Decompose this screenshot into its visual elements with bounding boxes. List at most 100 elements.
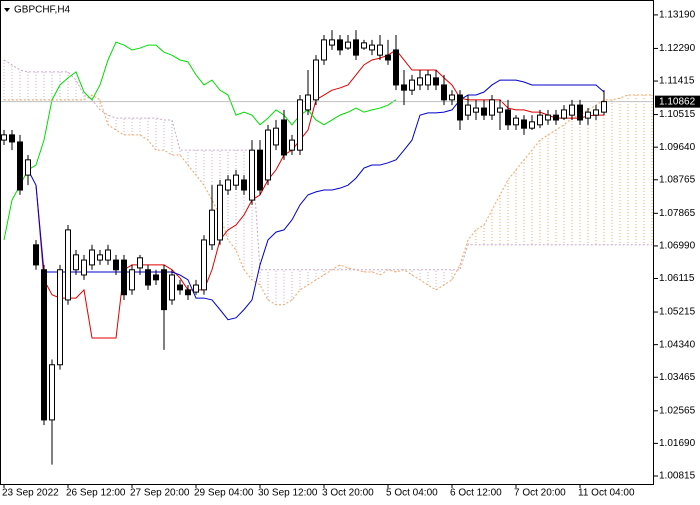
- candle-body: [458, 95, 463, 120]
- candle-body: [290, 140, 295, 150]
- candle-body: [602, 102, 607, 113]
- candle-body: [90, 250, 95, 265]
- x-tick-label: 3 Oct 20:00: [322, 488, 374, 499]
- candle-body: [26, 160, 31, 175]
- candle-body: [450, 95, 455, 100]
- candle-body: [106, 250, 111, 260]
- candle-body: [82, 260, 87, 275]
- candle-body: [122, 260, 127, 295]
- candle-body: [490, 100, 495, 115]
- candle-body: [538, 115, 543, 125]
- candle-body: [546, 115, 551, 120]
- candle-body: [130, 270, 135, 290]
- candle-body: [138, 258, 143, 268]
- candle-body: [34, 245, 39, 265]
- candle-body: [306, 95, 311, 110]
- y-tick-label: 1.09640: [659, 142, 696, 153]
- candle-body: [554, 115, 559, 120]
- x-tick-label: 6 Oct 12:00: [450, 488, 502, 499]
- candle-body: [418, 78, 423, 85]
- x-tick-label: 7 Oct 20:00: [514, 488, 566, 499]
- candle-body: [386, 55, 391, 60]
- x-tick-label: 29 Sep 04:00: [194, 488, 254, 499]
- y-tick-label: 1.01690: [659, 438, 696, 449]
- candle-body: [370, 45, 375, 50]
- candle-body: [594, 110, 599, 115]
- y-tick-label: 1.05215: [659, 307, 696, 318]
- candle-body: [298, 100, 303, 150]
- y-tick-label: 1.07865: [659, 208, 696, 219]
- candle-body: [66, 230, 71, 300]
- current-price-label: 1.10862: [659, 96, 696, 107]
- candle-body: [474, 108, 479, 112]
- candle-body: [586, 112, 591, 118]
- y-tick-label: 1.11415: [659, 76, 695, 87]
- candle-body: [114, 260, 119, 270]
- candle-body: [498, 108, 503, 112]
- candle-body: [322, 40, 327, 60]
- candle-body: [442, 85, 447, 100]
- candle-body: [178, 285, 183, 290]
- candle-body: [402, 85, 407, 90]
- candle-body: [578, 105, 583, 120]
- candle-body: [410, 80, 415, 90]
- y-tick-label: 1.06115: [659, 273, 695, 284]
- candle-body: [2, 135, 7, 140]
- candle-body: [50, 365, 55, 420]
- candle-body: [522, 120, 527, 128]
- candle-body: [250, 150, 255, 200]
- x-tick-label: 26 Sep 12:00: [66, 488, 126, 499]
- candle-body: [170, 275, 175, 300]
- candle-body: [98, 255, 103, 260]
- x-tick-label: 30 Sep 12:00: [258, 488, 318, 499]
- y-tick-label: 1.00815: [659, 471, 696, 482]
- candle-body: [362, 43, 367, 48]
- candle-body: [514, 118, 519, 125]
- candle-body: [338, 40, 343, 50]
- candle-body: [282, 120, 287, 155]
- candle-body: [266, 130, 271, 180]
- candle-body: [482, 108, 487, 115]
- candle-body: [210, 210, 215, 245]
- candle-body: [354, 40, 359, 55]
- x-tick-label: 27 Sep 20:00: [130, 488, 190, 499]
- x-tick-label: 11 Oct 04:00: [578, 488, 635, 499]
- candle-body: [506, 110, 511, 125]
- chart-title: GBPCHF,H4: [14, 5, 71, 16]
- y-tick-label: 1.06990: [659, 241, 696, 252]
- candle-body: [18, 142, 23, 190]
- candle-body: [346, 42, 351, 48]
- y-tick-label: 1.13190: [659, 10, 696, 21]
- candle-body: [330, 40, 335, 45]
- candle-body: [234, 175, 239, 185]
- candle-body: [42, 270, 47, 420]
- y-tick-label: 1.04340: [659, 339, 696, 350]
- candle-body: [274, 128, 279, 145]
- candle-body: [258, 150, 263, 190]
- x-tick-label: 5 Oct 04:00: [386, 488, 438, 499]
- candle-body: [570, 105, 575, 115]
- candle-body: [202, 240, 207, 290]
- candle-body: [154, 275, 159, 280]
- candle-body: [162, 270, 167, 310]
- candle-body: [314, 60, 319, 100]
- y-tick-label: 1.08765: [659, 174, 696, 185]
- candle-body: [562, 110, 567, 118]
- y-tick-label: 1.12290: [659, 43, 696, 54]
- candle-body: [10, 135, 15, 142]
- candle-body: [58, 270, 63, 365]
- candle-body: [146, 270, 151, 285]
- candle-body: [226, 180, 231, 190]
- candle-body: [218, 185, 223, 240]
- x-tick-label: 23 Sep 2022: [2, 488, 59, 499]
- candle-body: [74, 255, 79, 270]
- candle-body: [194, 285, 199, 292]
- candle-body: [394, 50, 399, 85]
- candle-body: [466, 105, 471, 115]
- y-tick-label: 1.03465: [659, 372, 696, 383]
- candle-body: [434, 78, 439, 85]
- candle-body: [186, 290, 191, 295]
- y-tick-label: 1.10515: [659, 109, 696, 120]
- candle-body: [378, 45, 383, 55]
